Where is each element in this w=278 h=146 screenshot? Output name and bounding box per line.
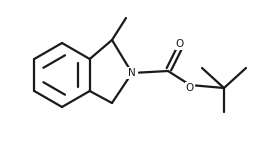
Text: O: O — [176, 39, 184, 49]
Text: O: O — [186, 83, 194, 93]
Text: N: N — [128, 68, 136, 78]
